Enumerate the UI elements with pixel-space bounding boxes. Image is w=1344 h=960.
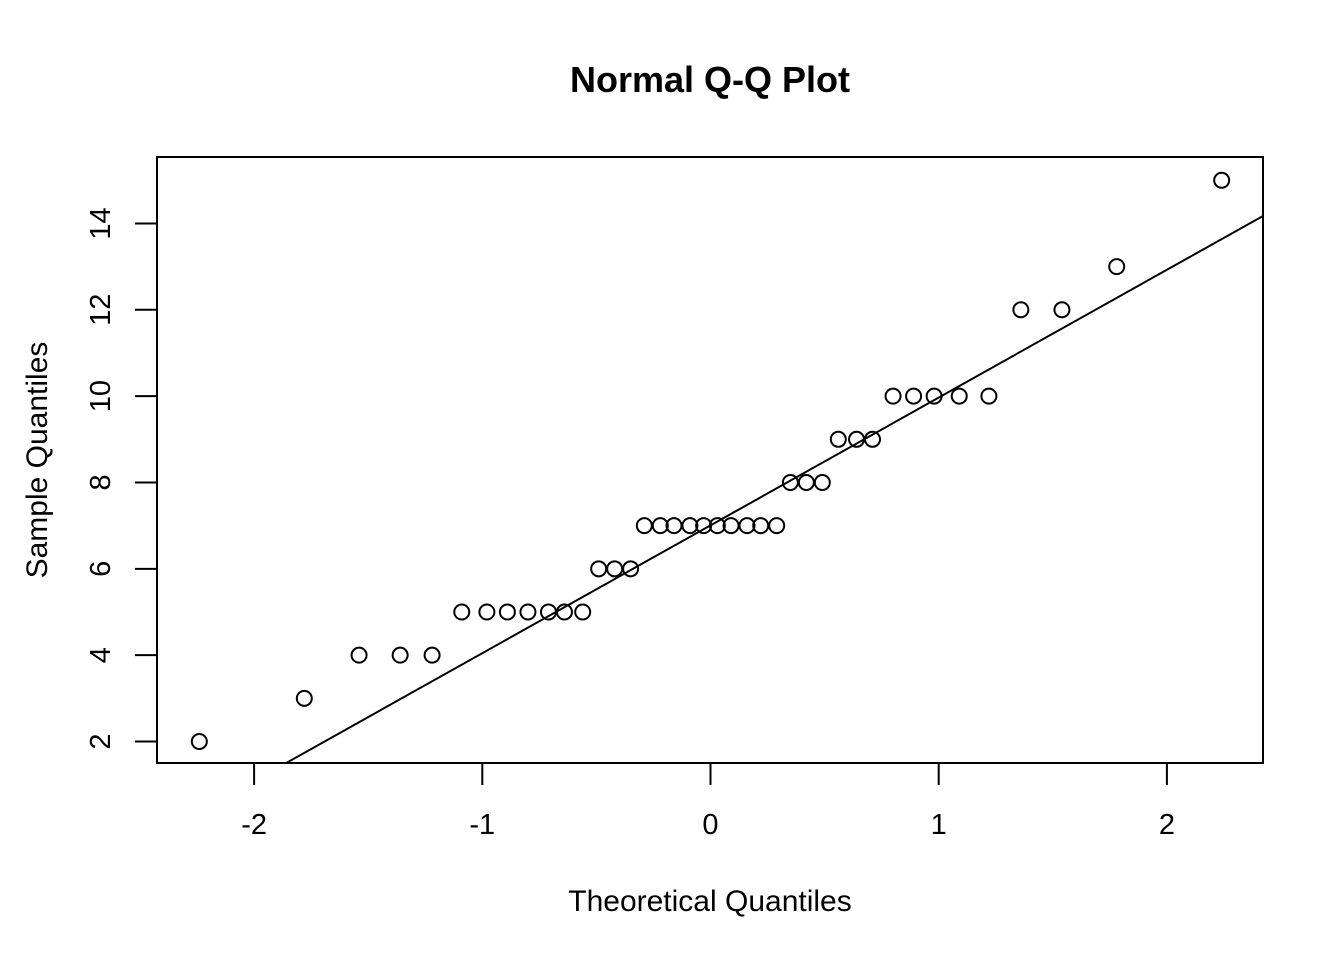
data-point-11 [555, 603, 573, 621]
data-point-8 [498, 603, 516, 621]
data-point-15 [622, 560, 640, 578]
data-point-3 [350, 646, 368, 664]
y-tick-label: 10 [85, 380, 117, 412]
data-point-1 [190, 733, 208, 750]
data-point-37 [1012, 301, 1030, 319]
data-point-34 [925, 387, 943, 405]
data-point-7 [478, 603, 496, 621]
x-tick-label: 1 [931, 809, 947, 841]
data-point-38 [1053, 301, 1071, 319]
x-tick-label: 2 [1159, 809, 1175, 841]
data-point-36 [980, 387, 998, 405]
x-tick-label: -2 [241, 809, 267, 841]
y-axis-title: Sample Quantiles [21, 342, 54, 579]
y-tick-label: 6 [85, 561, 117, 577]
x-tick-label: -1 [469, 809, 495, 841]
y-tick-label: 2 [85, 733, 117, 749]
data-point-17 [651, 517, 669, 535]
data-point-9 [519, 603, 537, 621]
data-point-14 [606, 560, 624, 578]
data-point-28 [813, 473, 831, 491]
data-point-4 [391, 646, 409, 664]
y-tick-label: 4 [85, 647, 117, 663]
x-axis-title: Theoretical Quantiles [568, 885, 851, 918]
y-tick-label: 12 [85, 294, 117, 326]
data-point-29 [829, 430, 847, 448]
qq-reference-line [285, 214, 1263, 763]
y-tick-label: 8 [85, 474, 117, 490]
data-point-39 [1108, 258, 1126, 276]
x-tick-label: 0 [702, 809, 718, 841]
plot-frame [156, 156, 1264, 764]
y-axis: 2 4 6 8 10 12 14 [85, 207, 158, 750]
data-point-40 [1213, 171, 1231, 189]
data-point-27 [797, 473, 815, 491]
data-point-16 [635, 517, 653, 535]
data-point-20 [695, 517, 713, 535]
y-tick-label: 14 [85, 207, 117, 239]
data-point-25 [768, 517, 786, 535]
data-point-35 [950, 387, 968, 405]
data-point-32 [884, 387, 902, 405]
data-point-19 [681, 517, 699, 535]
data-point-13 [590, 560, 608, 578]
data-point-5 [423, 646, 441, 664]
x-axis: -2 -1 0 1 2 [241, 762, 1175, 841]
chart-title: Normal Q-Q Plot [570, 59, 850, 100]
data-point-23 [738, 517, 756, 535]
plot-area [190, 171, 1263, 763]
data-point-33 [905, 387, 923, 405]
data-point-31 [864, 430, 882, 448]
data-point-6 [453, 603, 471, 621]
data-point-21 [708, 517, 726, 535]
data-point-12 [574, 603, 592, 621]
data-point-2 [295, 689, 313, 707]
